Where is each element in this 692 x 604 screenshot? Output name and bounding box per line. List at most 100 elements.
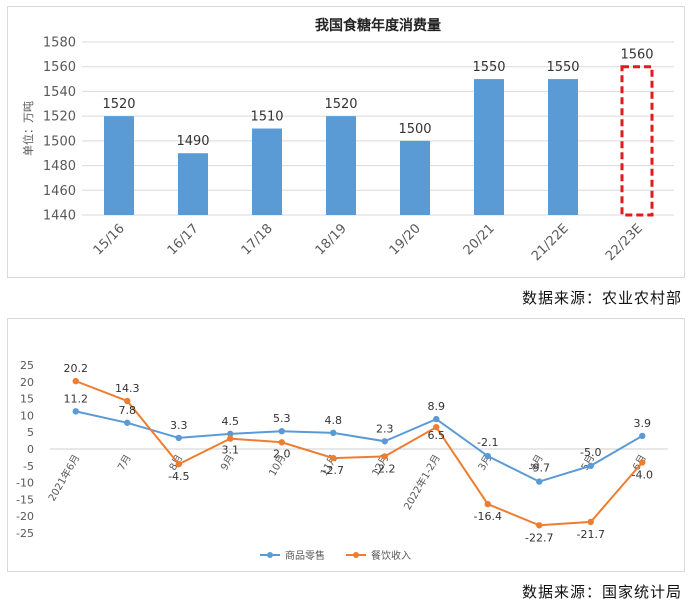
y-tick-label: 1580 bbox=[43, 36, 76, 51]
source-note-bottom: 数据来源：国家统计局 bbox=[521, 583, 682, 601]
y-tick-label: -5 bbox=[23, 460, 34, 473]
y-tick-label: 0 bbox=[27, 443, 34, 456]
y-tick-label: 25 bbox=[20, 359, 34, 372]
data-label: 6.5 bbox=[428, 429, 446, 442]
retail-catering-chart-panel: 2520151050-5-10-15-20-252021年6月7月8月9月10月… bbox=[7, 318, 685, 572]
series-line bbox=[75, 410, 643, 483]
data-label: 2.0 bbox=[273, 447, 291, 460]
source-note-top: 数据来源：农业农村部 bbox=[521, 289, 682, 307]
bar bbox=[104, 116, 134, 215]
data-point bbox=[639, 459, 646, 466]
retail-catering-line-chart: 2520151050-5-10-15-20-252021年6月7月8月9月10月… bbox=[16, 359, 668, 562]
data-label: -16.4 bbox=[474, 510, 502, 523]
data-point bbox=[124, 419, 131, 426]
data-label: -2.1 bbox=[477, 436, 498, 449]
data-point bbox=[381, 453, 388, 460]
legend-marker bbox=[353, 552, 359, 558]
y-tick-label: 15 bbox=[20, 393, 34, 406]
data-label: -5.0 bbox=[580, 446, 601, 459]
bar-value-label: 1520 bbox=[324, 97, 357, 112]
data-label: 14.3 bbox=[115, 382, 140, 395]
data-point bbox=[639, 432, 646, 440]
sugar-consumption-chart-panel: 我国食糖年度消费量单位：万吨 1440 1460 1480 1500 1520 1540 15… bbox=[7, 6, 685, 278]
bar bbox=[326, 116, 356, 215]
legend-label: 餐饮收入 bbox=[371, 549, 411, 562]
data-label: 2.3 bbox=[376, 422, 394, 435]
bar bbox=[548, 79, 578, 215]
y-tick-label: 10 bbox=[20, 409, 34, 422]
y-tick-label: 1500 bbox=[43, 134, 76, 149]
data-label: 11.2 bbox=[64, 392, 89, 405]
legend-marker bbox=[267, 552, 273, 558]
data-point bbox=[278, 439, 285, 446]
data-label: 20.2 bbox=[64, 362, 89, 375]
estimate-bar bbox=[620, 65, 654, 217]
x-tick-label: 22/23E bbox=[603, 221, 646, 264]
x-tick-label: 7月 bbox=[115, 453, 134, 473]
x-tick-label: 2022年1-2月 bbox=[401, 452, 443, 512]
x-tick-label: 18/19 bbox=[313, 221, 350, 258]
data-label: -4.5 bbox=[168, 470, 189, 483]
y-tick-label: 1460 bbox=[43, 184, 76, 199]
bar bbox=[400, 140, 430, 215]
data-point bbox=[536, 478, 543, 485]
bar-value-label: 1500 bbox=[398, 122, 431, 137]
y-tick-label: 20 bbox=[20, 376, 34, 389]
data-point bbox=[587, 462, 594, 469]
data-point bbox=[175, 434, 182, 442]
data-label: 8.9 bbox=[428, 400, 446, 413]
y-tick-label: 1540 bbox=[43, 85, 76, 100]
y-tick-label: -15 bbox=[16, 493, 34, 506]
bar bbox=[178, 153, 208, 215]
y-tick-label: -10 bbox=[16, 477, 34, 490]
data-point bbox=[124, 397, 131, 405]
data-point bbox=[278, 427, 285, 435]
data-point bbox=[330, 454, 337, 462]
x-tick-label: 15/16 bbox=[91, 221, 128, 258]
data-point bbox=[72, 408, 79, 415]
data-label: -2.2 bbox=[374, 462, 395, 475]
data-point bbox=[536, 522, 543, 529]
data-point bbox=[227, 435, 234, 442]
data-label: -21.7 bbox=[577, 528, 605, 541]
bar-value-label: 1520 bbox=[102, 97, 135, 112]
data-point bbox=[330, 429, 337, 437]
y-tick-label: -20 bbox=[16, 510, 34, 523]
y-tick-label: -25 bbox=[16, 527, 34, 540]
y-axis-label: 单位：万吨 bbox=[21, 101, 35, 156]
bar-value-label: 1550 bbox=[546, 60, 579, 75]
data-label: 4.5 bbox=[222, 415, 240, 428]
data-point bbox=[433, 423, 440, 431]
data-label: 4.8 bbox=[325, 414, 343, 427]
data-point bbox=[484, 452, 491, 460]
y-tick-label: 1440 bbox=[43, 209, 76, 224]
bar bbox=[252, 128, 282, 215]
data-label: -9.7 bbox=[529, 462, 550, 475]
data-point bbox=[484, 500, 491, 508]
x-tick-label: 17/18 bbox=[239, 221, 276, 258]
data-point bbox=[381, 438, 388, 445]
x-tick-label: 19/20 bbox=[387, 221, 424, 258]
x-tick-label: 21/22E bbox=[529, 221, 572, 264]
x-tick-label: 2021年6月 bbox=[45, 452, 82, 503]
bar bbox=[474, 79, 504, 215]
bar-value-label: 1490 bbox=[176, 134, 209, 149]
data-label: 3.3 bbox=[170, 419, 188, 432]
data-point bbox=[227, 430, 234, 438]
data-point bbox=[587, 518, 594, 526]
data-label: -22.7 bbox=[525, 531, 553, 544]
chart-title: 我国食糖年度消费量 bbox=[315, 17, 441, 34]
y-tick-label: 5 bbox=[27, 426, 34, 439]
data-point bbox=[433, 415, 440, 423]
bar-value-label: 1560 bbox=[620, 48, 653, 63]
bar-value-label: 1510 bbox=[250, 110, 283, 125]
bar-value-label: 1550 bbox=[472, 60, 505, 75]
data-label: 3.1 bbox=[222, 444, 240, 457]
y-tick-label: 1560 bbox=[43, 60, 76, 75]
data-point bbox=[72, 377, 79, 385]
data-label: 3.9 bbox=[634, 417, 652, 430]
legend-label: 商品零售 bbox=[285, 549, 325, 562]
y-tick-label: 1480 bbox=[43, 159, 76, 174]
y-tick-label: 1520 bbox=[43, 110, 76, 125]
series-line bbox=[75, 380, 644, 527]
